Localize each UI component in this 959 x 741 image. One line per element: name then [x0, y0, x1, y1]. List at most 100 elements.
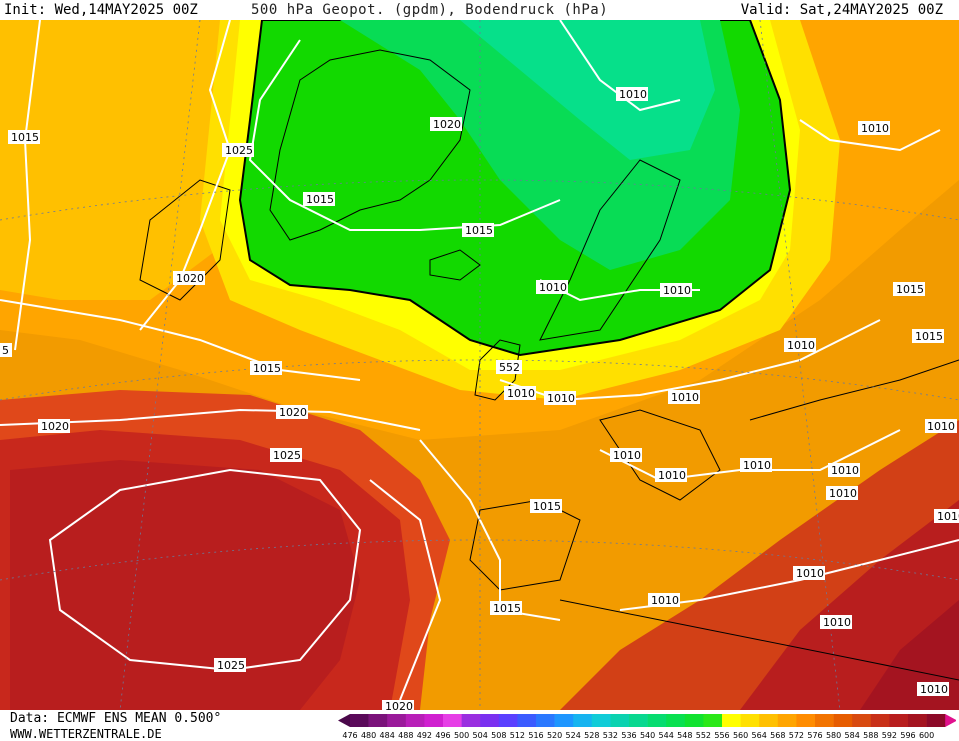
svg-text:1015: 1015	[896, 283, 924, 296]
isobar-label: 1010	[820, 615, 852, 629]
legend-swatch	[833, 714, 853, 727]
isobar-label: 1010	[668, 390, 700, 404]
isobar-label: 1015	[250, 361, 282, 375]
lat-lon-grid	[0, 20, 959, 710]
isobar-label: 1025	[222, 143, 254, 157]
isobar-labels: 1015 1025 1020 1010 1010 1015 1015 1020 …	[0, 87, 959, 710]
svg-text:5: 5	[2, 344, 9, 357]
legend-swatch	[424, 714, 444, 727]
legend-label: 544	[659, 731, 674, 740]
legend-swatch	[443, 714, 462, 727]
svg-text:1015: 1015	[306, 193, 334, 206]
legend-swatch	[405, 714, 425, 727]
legend-swatch	[647, 714, 667, 727]
isobar-label: 1025	[214, 658, 246, 672]
map-header: Init: Wed,14MAY2025 00Z 500 hPa Geopot. …	[0, 0, 959, 20]
isobar-label: 1010	[826, 486, 858, 500]
legend-swatch	[387, 714, 407, 727]
svg-text:1015: 1015	[11, 131, 39, 144]
svg-text:1010: 1010	[831, 464, 859, 477]
legend-label: 588	[863, 731, 878, 740]
svg-text:1010: 1010	[743, 459, 771, 472]
isobar-label: 1015	[490, 601, 522, 615]
legend-labels: 476 480 484 488 492 496 500 504 508 512 516 520 524 5…	[342, 731, 934, 740]
greenland-coast	[269, 49, 471, 241]
svg-text:1010: 1010	[787, 339, 815, 352]
svg-text:1020: 1020	[176, 272, 204, 285]
isobar-label: 1010	[925, 419, 957, 433]
blacksea-coast	[749, 359, 959, 421]
legend-swatch	[610, 714, 630, 727]
legend-label: 572	[789, 731, 804, 740]
coastlines	[139, 49, 959, 681]
legend-swatch	[889, 714, 909, 727]
isobar-label: 1010	[616, 87, 648, 101]
valid-time: Valid: Sat,24MAY2025 00Z	[740, 2, 943, 18]
africa-coast	[559, 599, 959, 681]
legend-swatch	[852, 714, 872, 727]
map-title: 500 hPa Geopot. (gpdm), Bodendruck (hPa)	[251, 2, 609, 18]
isobar-label: 1010	[793, 566, 825, 580]
isobar-1010-ne	[799, 119, 941, 152]
isobar-1025-az	[48, 468, 362, 672]
isobar-label: 552	[496, 360, 522, 374]
legend-label: 504	[473, 731, 488, 740]
isobar-label: 1010	[504, 386, 536, 400]
svg-text:1020: 1020	[41, 420, 69, 433]
legend-swatch	[796, 714, 816, 727]
svg-text:1010: 1010	[671, 391, 699, 404]
isobar-label: 1010	[740, 458, 772, 472]
legend-label: 476	[342, 731, 357, 740]
isobar-label: 1015	[462, 223, 494, 237]
svg-text:1010: 1010	[861, 122, 889, 135]
uk-coast	[474, 339, 521, 401]
color-legend: 476 480 484 488 492 496 500 504 508 512 516 520 524 5…	[338, 714, 956, 740]
svg-text:1010: 1010	[796, 567, 824, 580]
legend-swatch	[368, 714, 388, 727]
legend-label: 568	[770, 731, 785, 740]
svg-text:1020: 1020	[279, 406, 307, 419]
svg-text:1025: 1025	[217, 659, 245, 672]
svg-text:1010: 1010	[613, 449, 641, 462]
legend-swatches	[338, 714, 956, 727]
canada-coast	[139, 179, 231, 301]
isobar-label: 1020	[173, 271, 205, 285]
map-footer: Data: ECMWF ENS MEAN 0.500° WWW.WETTERZE…	[0, 710, 959, 741]
svg-text:1010: 1010	[663, 284, 691, 297]
isobar-label: 1020	[276, 405, 308, 419]
init-time: Init: Wed,14MAY2025 00Z	[4, 2, 198, 18]
isobar-1015-nw	[14, 20, 41, 351]
isobar-label: 1020	[430, 117, 462, 131]
svg-text:1015: 1015	[533, 500, 561, 513]
legend-label: 500	[454, 731, 469, 740]
isobar-label: 1010	[610, 448, 642, 462]
svg-text:1015: 1015	[253, 362, 281, 375]
legend-label: 528	[584, 731, 599, 740]
isobar-label: 1015	[893, 282, 925, 296]
grid-lat-2	[0, 359, 959, 401]
svg-text:1010: 1010	[651, 594, 679, 607]
legend-label: 492	[417, 731, 432, 740]
legend-label: 564	[752, 731, 767, 740]
svg-text:1010: 1010	[937, 510, 959, 523]
svg-text:1010: 1010	[658, 469, 686, 482]
legend-label: 552	[696, 731, 711, 740]
legend-label: 480	[361, 731, 376, 740]
italy-coast	[599, 409, 721, 501]
legend-label: 524	[566, 731, 581, 740]
geopotential-fields	[0, 20, 959, 710]
legend-label: 548	[677, 731, 692, 740]
field-584	[10, 460, 360, 710]
legend-swatch	[554, 714, 574, 727]
legend-label: 592	[882, 731, 897, 740]
svg-text:1010: 1010	[619, 88, 647, 101]
legend-swatch	[591, 714, 611, 727]
legend-label: 512	[510, 731, 525, 740]
data-source: Data: ECMWF ENS MEAN 0.500°	[10, 711, 222, 726]
isobar-label: 1015	[530, 499, 562, 513]
legend-swatch	[815, 714, 834, 727]
isobar-label: 1010	[648, 593, 680, 607]
isobar-label: 1010	[660, 283, 692, 297]
legend-label: 532	[603, 731, 618, 740]
isobar-label: 1010	[858, 121, 890, 135]
